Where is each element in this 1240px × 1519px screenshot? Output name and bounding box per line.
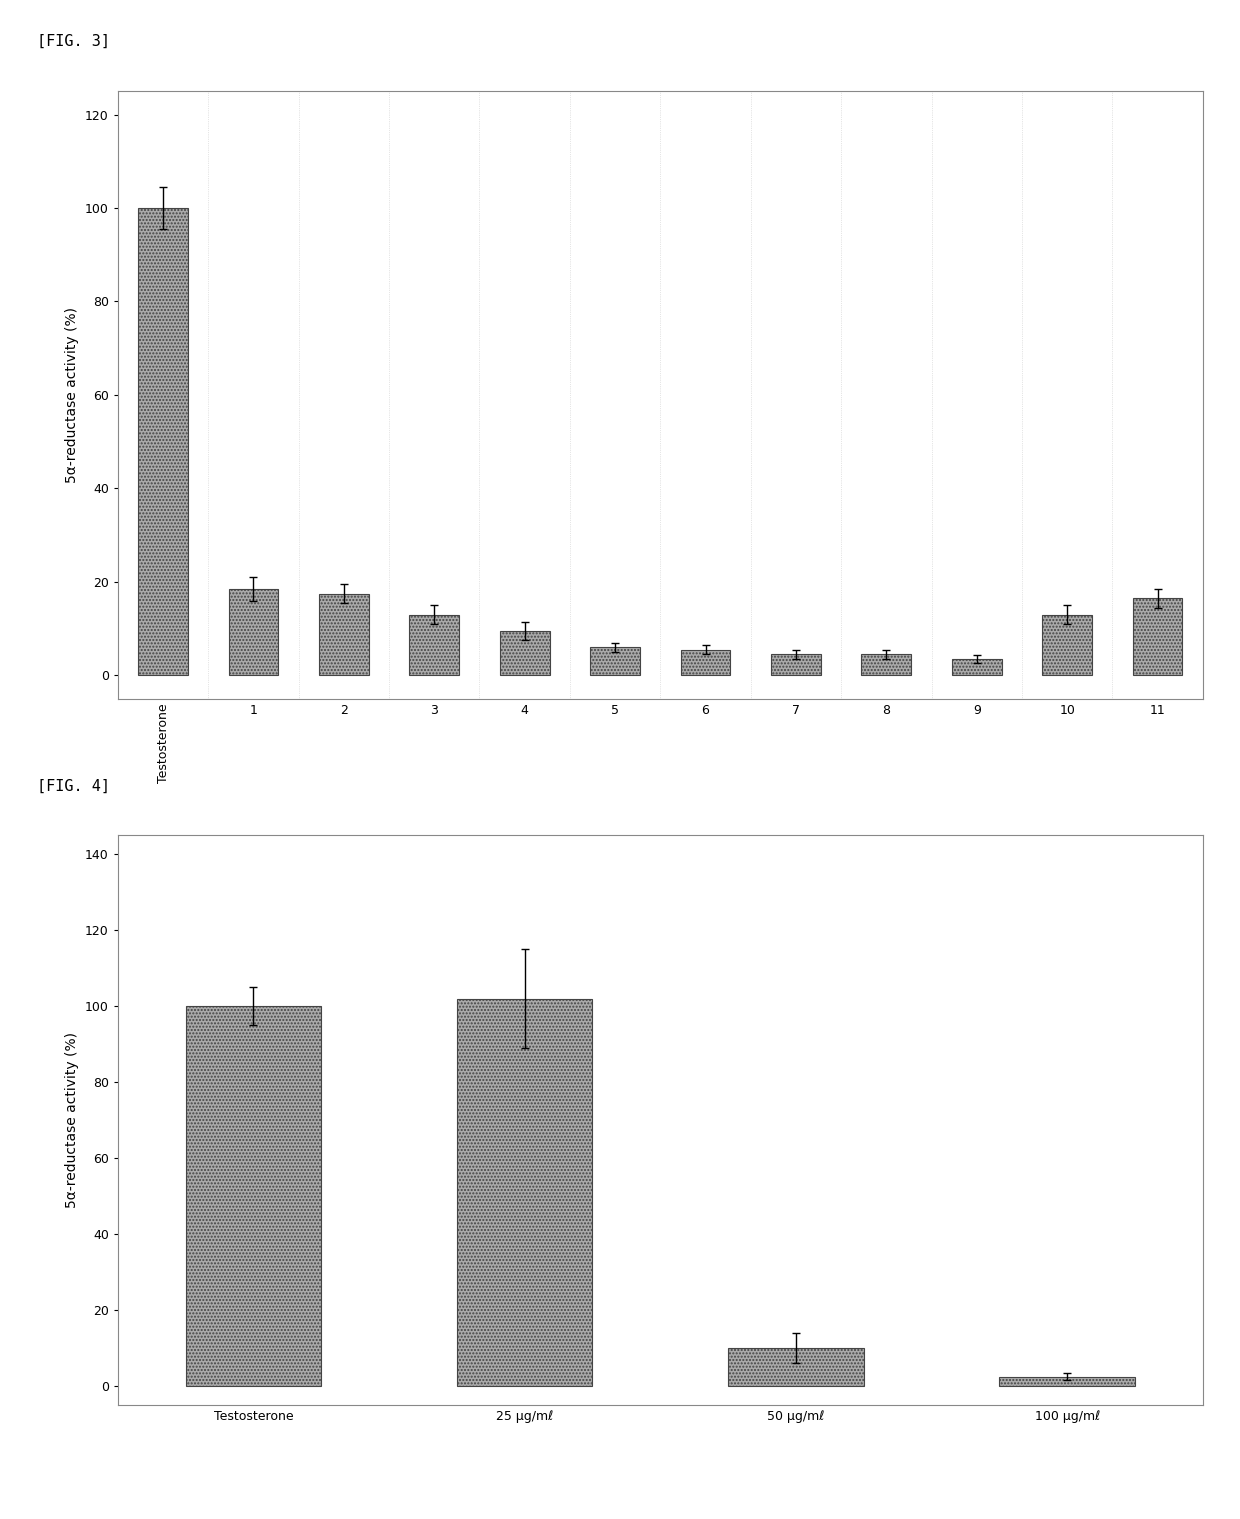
X-axis label: Examples: Examples bbox=[626, 852, 694, 867]
Bar bbox=[771, 655, 821, 676]
Bar bbox=[1043, 615, 1092, 676]
Bar bbox=[728, 1349, 864, 1385]
Bar bbox=[590, 647, 640, 676]
Bar bbox=[1132, 598, 1183, 676]
Bar bbox=[500, 630, 549, 676]
Y-axis label: 5α-reductase activity (%): 5α-reductase activity (%) bbox=[66, 1033, 79, 1208]
Text: [FIG. 3]: [FIG. 3] bbox=[37, 33, 110, 49]
Bar bbox=[456, 1000, 593, 1385]
Bar bbox=[228, 589, 278, 676]
Bar bbox=[681, 650, 730, 676]
Y-axis label: 5α-reductase activity (%): 5α-reductase activity (%) bbox=[66, 307, 79, 483]
Bar bbox=[952, 659, 1002, 676]
Bar bbox=[138, 208, 188, 676]
Bar bbox=[862, 655, 911, 676]
Bar bbox=[999, 1376, 1135, 1385]
Bar bbox=[186, 1006, 321, 1385]
Text: [FIG. 4]: [FIG. 4] bbox=[37, 779, 110, 794]
Bar bbox=[409, 615, 459, 676]
Bar bbox=[319, 594, 368, 676]
